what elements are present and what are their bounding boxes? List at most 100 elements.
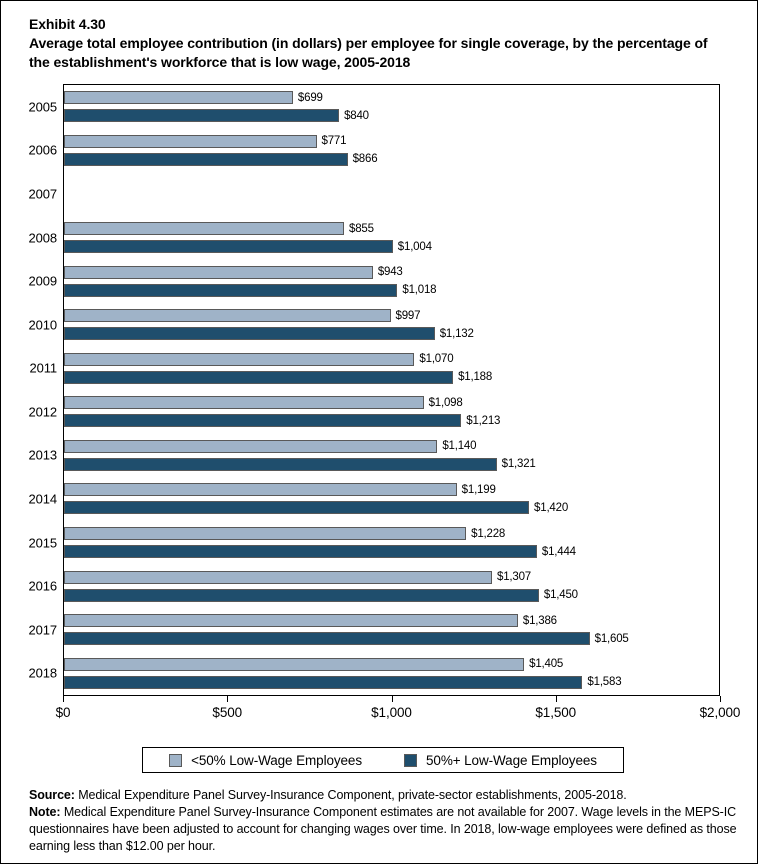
bar-line: $1,213 xyxy=(64,414,719,428)
year-label-2012: 2012 xyxy=(28,404,57,420)
bar-series1-2013 xyxy=(64,439,438,453)
legend-item-series1: <50% Low-Wage Employees xyxy=(169,753,362,768)
x-tick-label: $1,500 xyxy=(535,705,577,720)
bar-line: $1,018 xyxy=(64,283,719,297)
bar-value-label: $1,098 xyxy=(428,396,463,409)
year-label-2010: 2010 xyxy=(28,317,57,333)
bar-value-label: $1,199 xyxy=(461,483,496,496)
bar-value-label: $1,132 xyxy=(439,327,474,340)
x-axis: $0 $500 $1,000 $1,500 $2,000 xyxy=(56,696,740,730)
year-row-2016: 2016 $1,307 $1,450 xyxy=(28,564,719,608)
legend-swatch-icon xyxy=(404,753,417,767)
bar-value-label: $1,070 xyxy=(419,353,454,366)
x-tick-label: $2,000 xyxy=(699,705,741,720)
bar-series2-2018 xyxy=(64,675,583,689)
bar-value-label: $1,307 xyxy=(497,571,532,584)
bar-series1-2017 xyxy=(64,614,518,628)
year-row-2015: 2015 $1,228 $1,444 xyxy=(28,521,719,565)
year-label-2007: 2007 xyxy=(28,186,57,202)
legend-label: 50%+ Low-Wage Employees xyxy=(426,752,597,768)
bar-value-label: $1,321 xyxy=(501,458,536,471)
legend-label: <50% Low-Wage Employees xyxy=(191,752,362,768)
bar-line: $1,199 xyxy=(64,483,719,497)
bar-value-label: $1,386 xyxy=(522,614,557,627)
year-label-2016: 2016 xyxy=(28,578,57,594)
bar-value-label: $997 xyxy=(395,309,421,322)
year-row-2009: 2009 $943 $1,018 xyxy=(28,259,719,303)
bar-value-label: $1,228 xyxy=(471,527,506,540)
bar-value-label: $855 xyxy=(349,222,374,235)
year-row-2012: 2012 $1,098 $1,213 xyxy=(28,390,719,434)
bar-series2-2005 xyxy=(64,109,340,123)
x-tick-label: $1,000 xyxy=(371,705,412,720)
year-row-2010: 2010 $997 $1,132 xyxy=(28,303,719,347)
bar-line: $1,386 xyxy=(64,614,719,628)
bar-line: $1,098 xyxy=(64,396,719,410)
bar-series2-2009 xyxy=(64,283,398,297)
bar-value-label: $1,188 xyxy=(458,371,493,384)
bar-value-label: $1,018 xyxy=(402,284,437,297)
bar-series1-2005 xyxy=(64,91,293,105)
bar-line: $1,132 xyxy=(64,327,719,341)
bar-line: $866 xyxy=(64,152,719,166)
bar-series1-2016 xyxy=(64,570,493,584)
bar-line xyxy=(64,178,719,191)
note-line: Note: Medical Expenditure Panel Survey-I… xyxy=(29,804,737,855)
bar-series2-2013 xyxy=(64,457,497,471)
year-label-2013: 2013 xyxy=(28,447,57,463)
bar-series2-2012 xyxy=(64,414,462,428)
bar-line: $1,605 xyxy=(64,632,719,646)
bar-line: $855 xyxy=(64,222,719,236)
source-line: Source: Medical Expenditure Panel Survey… xyxy=(29,787,737,804)
year-row-2007: 2007 xyxy=(28,172,719,216)
bar-value-label: $840 xyxy=(344,109,369,122)
bar-value-label: $771 xyxy=(321,135,347,148)
plot-area: 2005 $699 $840 2006 $771 $866 2007 2008 $855 $1,0… xyxy=(28,84,720,696)
chart-block: 2005 $699 $840 2006 $771 $866 2007 2008 $855 $1,0… xyxy=(28,84,740,730)
x-tick-mark xyxy=(391,696,393,702)
bar-line: $771 xyxy=(64,134,719,148)
year-row-2017: 2017 $1,386 $1,605 xyxy=(28,608,719,652)
year-label-2014: 2014 xyxy=(28,491,57,507)
year-row-2008: 2008 $855 $1,004 xyxy=(28,216,719,260)
legend-swatch-icon xyxy=(169,753,183,767)
bar-line: $1,307 xyxy=(64,570,719,584)
year-label-2006: 2006 xyxy=(28,142,57,158)
bar-value-label: $943 xyxy=(377,266,403,279)
bar-series2-2011 xyxy=(64,370,454,384)
bar-line xyxy=(64,196,719,209)
note-text: Medical Expenditure Panel Survey-Insuran… xyxy=(29,805,737,853)
bar-line: $943 xyxy=(64,265,719,279)
x-tick-mark xyxy=(720,696,721,702)
bar-value-label: $1,605 xyxy=(594,632,629,645)
bar-series1-2006 xyxy=(64,134,317,148)
legend-wrap: <50% Low-Wage Employees 50%+ Low-Wage Emp… xyxy=(29,747,737,773)
x-tick-mark xyxy=(555,696,557,702)
chart-title: Average total employee contribution (in … xyxy=(29,35,708,70)
bar-series2-2008 xyxy=(64,240,393,254)
bar-series2-2010 xyxy=(64,327,435,341)
bar-series1-2015 xyxy=(64,527,467,541)
footnotes: Source: Medical Expenditure Panel Survey… xyxy=(29,787,737,855)
source-label: Source: xyxy=(29,788,75,802)
bar-line: $1,140 xyxy=(64,439,719,453)
bar-series1-2008 xyxy=(64,222,344,236)
bar-series2-2006 xyxy=(64,152,348,166)
year-row-2013: 2013 $1,140 $1,321 xyxy=(28,434,719,478)
year-label-2017: 2017 xyxy=(28,622,57,638)
x-tick-label: $0 xyxy=(55,705,71,720)
bar-value-label: $1,004 xyxy=(397,240,432,253)
bar-value-label: $1,444 xyxy=(541,545,576,558)
bar-line: $1,405 xyxy=(64,657,719,671)
bar-series1-2010 xyxy=(64,309,391,323)
year-label-2011: 2011 xyxy=(29,360,57,376)
source-text: Medical Expenditure Panel Survey-Insuran… xyxy=(74,788,627,802)
bar-series2-2014 xyxy=(64,501,530,515)
year-label-2009: 2009 xyxy=(28,273,57,289)
bar-line: $1,321 xyxy=(64,457,719,471)
note-label: Note: xyxy=(29,805,61,819)
year-label-2008: 2008 xyxy=(28,230,57,246)
chart-header: Exhibit 4.30 Average total employee cont… xyxy=(29,15,729,72)
bar-line: $1,450 xyxy=(64,588,719,602)
